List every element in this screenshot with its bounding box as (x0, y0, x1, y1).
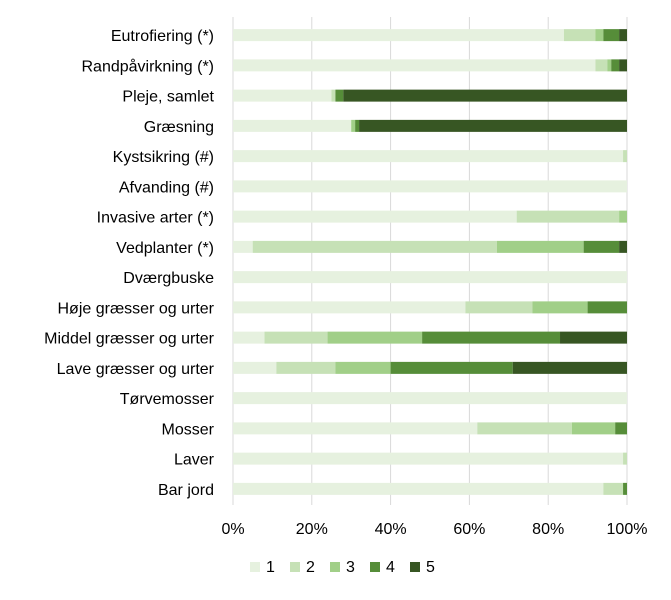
bar-segment (233, 331, 265, 344)
bar-segment (233, 29, 564, 42)
legend-label: 5 (426, 559, 435, 576)
x-tick-label: 20% (296, 521, 328, 538)
bar-segment (615, 422, 627, 435)
x-tick-label: 80% (532, 521, 564, 538)
category-label: Pleje, samlet (122, 89, 214, 106)
bar-segment (619, 240, 627, 253)
category-label: Græsning (144, 119, 214, 136)
bar-segment (390, 361, 513, 374)
category-label: Høje græsser og urter (58, 300, 215, 317)
category-label: Mosser (162, 421, 215, 438)
x-tick-label: 60% (453, 521, 485, 538)
bar-segment (603, 482, 624, 495)
bar-segment (233, 59, 596, 72)
legend: 1 2 3 4 5 (250, 559, 435, 576)
bar-segment (233, 392, 627, 405)
x-tick-label: 40% (375, 521, 407, 538)
category-label: Middel græsser og urter (44, 331, 215, 348)
bar-segment (560, 331, 627, 344)
bar-segment (532, 301, 588, 314)
bar-segment (233, 301, 466, 314)
category-label: Bar jord (158, 482, 214, 499)
bar-segment (351, 119, 356, 132)
bar-segment (276, 361, 336, 374)
legend-label: 1 (266, 559, 275, 576)
x-axis-ticks: 0% 20% 40% 60% 80% 100% (221, 521, 647, 538)
bar-segment (327, 331, 423, 344)
bar-segment (233, 119, 352, 132)
category-label: Eutrofiering (*) (111, 28, 214, 45)
category-labels: Eutrofiering (*) Randpåvirkning (*) Pleje,… (44, 28, 215, 499)
legend-swatch (330, 562, 340, 572)
legend-swatch (370, 562, 380, 572)
bar-segment (619, 210, 627, 223)
category-label: Laver (174, 452, 215, 469)
x-tick-label: 0% (221, 521, 244, 538)
bar-segment (233, 210, 517, 223)
bar-segment (359, 119, 627, 132)
bar-segment (563, 29, 596, 42)
bar-segment (623, 482, 627, 495)
legend-label: 3 (346, 559, 355, 576)
bar-segment (477, 422, 572, 435)
category-label: Dværgbuske (123, 270, 214, 287)
bar-segment (233, 180, 627, 193)
bar-segment (335, 361, 391, 374)
bar-segment (233, 482, 604, 495)
bar-segment (264, 331, 328, 344)
bar-segment (611, 59, 620, 72)
category-label: Kystsikring (#) (113, 149, 214, 166)
bar-segment (623, 452, 627, 465)
bar-segment (233, 89, 332, 102)
bar-segment (595, 59, 608, 72)
category-label: Invasive arter (*) (97, 210, 214, 227)
bar-segment (335, 89, 344, 102)
legend-label: 4 (386, 559, 395, 576)
bar-segment (355, 119, 360, 132)
bar-segment (252, 240, 497, 253)
bar-segment (422, 331, 561, 344)
bar-segment (619, 59, 627, 72)
bar-segment (233, 361, 277, 374)
bar-segment (233, 271, 627, 284)
bar-segment (603, 29, 620, 42)
category-label: Tørvemosser (120, 391, 215, 408)
bar-segment (623, 150, 627, 163)
bar-segment (595, 29, 604, 42)
bar-segment (233, 240, 253, 253)
x-tick-label: 100% (607, 521, 648, 538)
category-label: Vedplanter (*) (116, 240, 214, 257)
bar-segment (496, 240, 584, 253)
bar-segment (571, 422, 616, 435)
bar-segment (343, 89, 627, 102)
bars (233, 29, 627, 495)
category-label: Lave græsser og urter (57, 361, 215, 378)
legend-swatch (290, 562, 300, 572)
bar-segment (587, 301, 627, 314)
bar-segment (516, 210, 620, 223)
bar-segment (233, 150, 624, 163)
bar-segment (583, 240, 620, 253)
bar-segment (465, 301, 533, 314)
bar-segment (233, 422, 478, 435)
bar-segment (607, 59, 612, 72)
category-label: Randpåvirkning (*) (81, 57, 214, 75)
bar-segment (331, 89, 336, 102)
legend-swatch (250, 562, 260, 572)
bar-segment (512, 361, 627, 374)
bar-segment (619, 29, 627, 42)
bar-segment (233, 452, 624, 465)
legend-label: 2 (306, 559, 315, 576)
category-label: Afvanding (#) (119, 179, 214, 196)
legend-swatch (410, 562, 420, 572)
